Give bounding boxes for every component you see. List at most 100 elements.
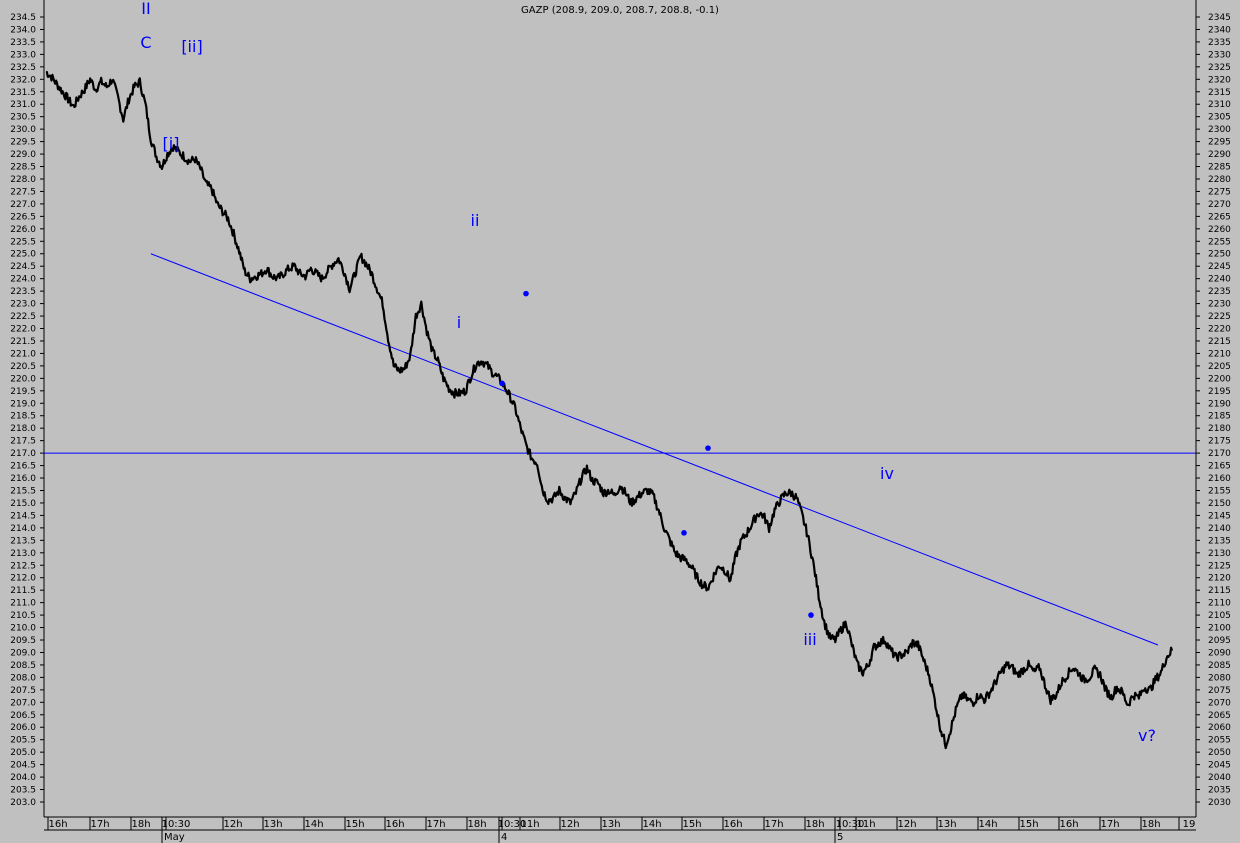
y-tick-label-left: 207.0 bbox=[10, 698, 36, 708]
y-tick-label-right: 2070 bbox=[1208, 698, 1231, 708]
y-tick-label-right: 2260 bbox=[1208, 225, 1231, 235]
y-tick-label-left: 223.0 bbox=[10, 300, 36, 310]
x-tick-label: 10:30 bbox=[836, 819, 865, 830]
x-tick-label: 11h bbox=[520, 819, 539, 830]
wave-label: i bbox=[457, 313, 461, 332]
y-tick-label-right: 2265 bbox=[1208, 212, 1231, 222]
y-tick-label-right: 2235 bbox=[1208, 287, 1231, 297]
y-tick-label-right: 2150 bbox=[1208, 499, 1231, 509]
x-tick-label: 11h bbox=[856, 819, 875, 830]
y-tick-label-left: 219.0 bbox=[10, 399, 36, 409]
y-tick-label-left: 227.5 bbox=[10, 187, 36, 197]
y-tick-label-left: 220.5 bbox=[10, 362, 36, 372]
y-tick-label-right: 2075 bbox=[1208, 686, 1231, 696]
y-tick-label-right: 2110 bbox=[1208, 599, 1231, 609]
y-tick-label-right: 2175 bbox=[1208, 437, 1231, 447]
x-tick-label: 12h bbox=[223, 819, 242, 830]
wave-label: II bbox=[141, 0, 150, 18]
y-tick-label-right: 2285 bbox=[1208, 163, 1231, 173]
x-tick-label: 16h bbox=[1059, 819, 1078, 830]
y-tick-label-right: 2190 bbox=[1208, 399, 1231, 409]
price-series-line bbox=[45, 70, 1174, 750]
y-tick-label-left: 230.0 bbox=[10, 125, 36, 135]
y-tick-label-left: 234.5 bbox=[10, 13, 36, 23]
y-tick-label-left: 216.0 bbox=[10, 474, 36, 484]
y-tick-label-right: 2120 bbox=[1208, 574, 1231, 584]
y-tick-label-right: 2335 bbox=[1208, 38, 1231, 48]
y-tick-label-right: 2270 bbox=[1208, 200, 1231, 210]
y-tick-label-right: 2330 bbox=[1208, 50, 1231, 60]
y-tick-label-left: 221.5 bbox=[10, 337, 36, 347]
y-tick-label-left: 216.5 bbox=[10, 462, 36, 472]
x-tick-label: 10:30 bbox=[498, 819, 527, 830]
y-tick-label-right: 2055 bbox=[1208, 736, 1231, 746]
y-tick-label-right: 2325 bbox=[1208, 63, 1231, 73]
y-tick-label-left: 215.5 bbox=[10, 486, 36, 496]
x-tick-label: 16h bbox=[385, 819, 404, 830]
y-tick-label-left: 204.0 bbox=[10, 773, 36, 783]
wave-marker-dot bbox=[523, 290, 529, 297]
y-tick-label-left: 227.0 bbox=[10, 200, 36, 210]
y-tick-label-right: 2300 bbox=[1208, 125, 1231, 135]
y-tick-label-left: 229.0 bbox=[10, 150, 36, 160]
y-tick-label-right: 2160 bbox=[1208, 474, 1231, 484]
y-tick-label-left: 209.5 bbox=[10, 636, 36, 646]
y-tick-label-right: 2095 bbox=[1208, 636, 1231, 646]
y-tick-label-left: 206.0 bbox=[10, 723, 36, 733]
y-tick-label-left: 210.0 bbox=[10, 624, 36, 634]
y-tick-label-right: 2310 bbox=[1208, 100, 1231, 110]
y-tick-label-right: 2045 bbox=[1208, 761, 1231, 771]
y-axis-right: 2345 2340 2335 2330 2325 2320 2315 2310 2305 2300… bbox=[1196, 13, 1231, 808]
x-tick-label: 18h bbox=[1141, 819, 1160, 830]
x-tick-label: 17h bbox=[90, 819, 109, 830]
y-tick-label-left: 233.5 bbox=[10, 38, 36, 48]
y-tick-label-right: 2205 bbox=[1208, 362, 1231, 372]
y-tick-label-right: 2135 bbox=[1208, 536, 1231, 546]
y-tick-label-left: 225.5 bbox=[10, 237, 36, 247]
y-tick-label-right: 2030 bbox=[1208, 798, 1231, 808]
y-tick-label-right: 2170 bbox=[1208, 449, 1231, 459]
y-tick-label-left: 228.0 bbox=[10, 175, 36, 185]
date-label: 5 bbox=[837, 832, 843, 843]
date-label: May bbox=[164, 832, 185, 843]
x-tick-label: 14h bbox=[304, 819, 323, 830]
y-tick-label-left: 231.0 bbox=[10, 100, 36, 110]
y-tick-label-right: 2280 bbox=[1208, 175, 1231, 185]
y-tick-label-left: 218.5 bbox=[10, 412, 36, 422]
y-tick-label-left: 222.0 bbox=[10, 325, 36, 335]
y-tick-label-left: 205.0 bbox=[10, 748, 36, 758]
y-tick-label-left: 213.5 bbox=[10, 536, 36, 546]
y-tick-label-left: 224.5 bbox=[10, 262, 36, 272]
y-tick-label-left: 232.5 bbox=[10, 63, 36, 73]
x-tick-label: 13h bbox=[937, 819, 956, 830]
wave-marker-dot bbox=[705, 445, 711, 451]
y-tick-label-right: 2090 bbox=[1208, 648, 1231, 658]
y-tick-label-left: 210.5 bbox=[10, 611, 36, 621]
y-tick-label-right: 2115 bbox=[1208, 586, 1231, 596]
y-tick-label-right: 2050 bbox=[1208, 748, 1231, 758]
y-tick-label-right: 2195 bbox=[1208, 387, 1231, 397]
y-tick-label-right: 2345 bbox=[1208, 13, 1231, 23]
y-tick-label-left: 217.5 bbox=[10, 437, 36, 447]
y-tick-label-left: 214.5 bbox=[10, 511, 36, 521]
wave-label: C bbox=[140, 33, 151, 52]
x-tick-label: 13h bbox=[601, 819, 620, 830]
y-tick-label-right: 2060 bbox=[1208, 723, 1231, 733]
y-tick-label-left: 212.5 bbox=[10, 561, 36, 571]
y-tick-label-left: 234.0 bbox=[10, 25, 36, 35]
y-tick-label-right: 2085 bbox=[1208, 661, 1231, 671]
y-tick-label-right: 2180 bbox=[1208, 424, 1231, 434]
y-tick-label-left: 223.5 bbox=[10, 287, 36, 297]
downward-trendline bbox=[150, 253, 1159, 646]
y-tick-label-right: 2245 bbox=[1208, 262, 1231, 272]
x-tick-label: 17h bbox=[426, 819, 445, 830]
y-tick-label-right: 2035 bbox=[1208, 786, 1231, 796]
y-tick-label-left: 214.0 bbox=[10, 524, 36, 534]
y-tick-label-left: 212.0 bbox=[10, 574, 36, 584]
y-tick-label-left: 219.5 bbox=[10, 387, 36, 397]
x-tick-label: 12h bbox=[897, 819, 916, 830]
x-tick-label: 17h bbox=[1100, 819, 1119, 830]
